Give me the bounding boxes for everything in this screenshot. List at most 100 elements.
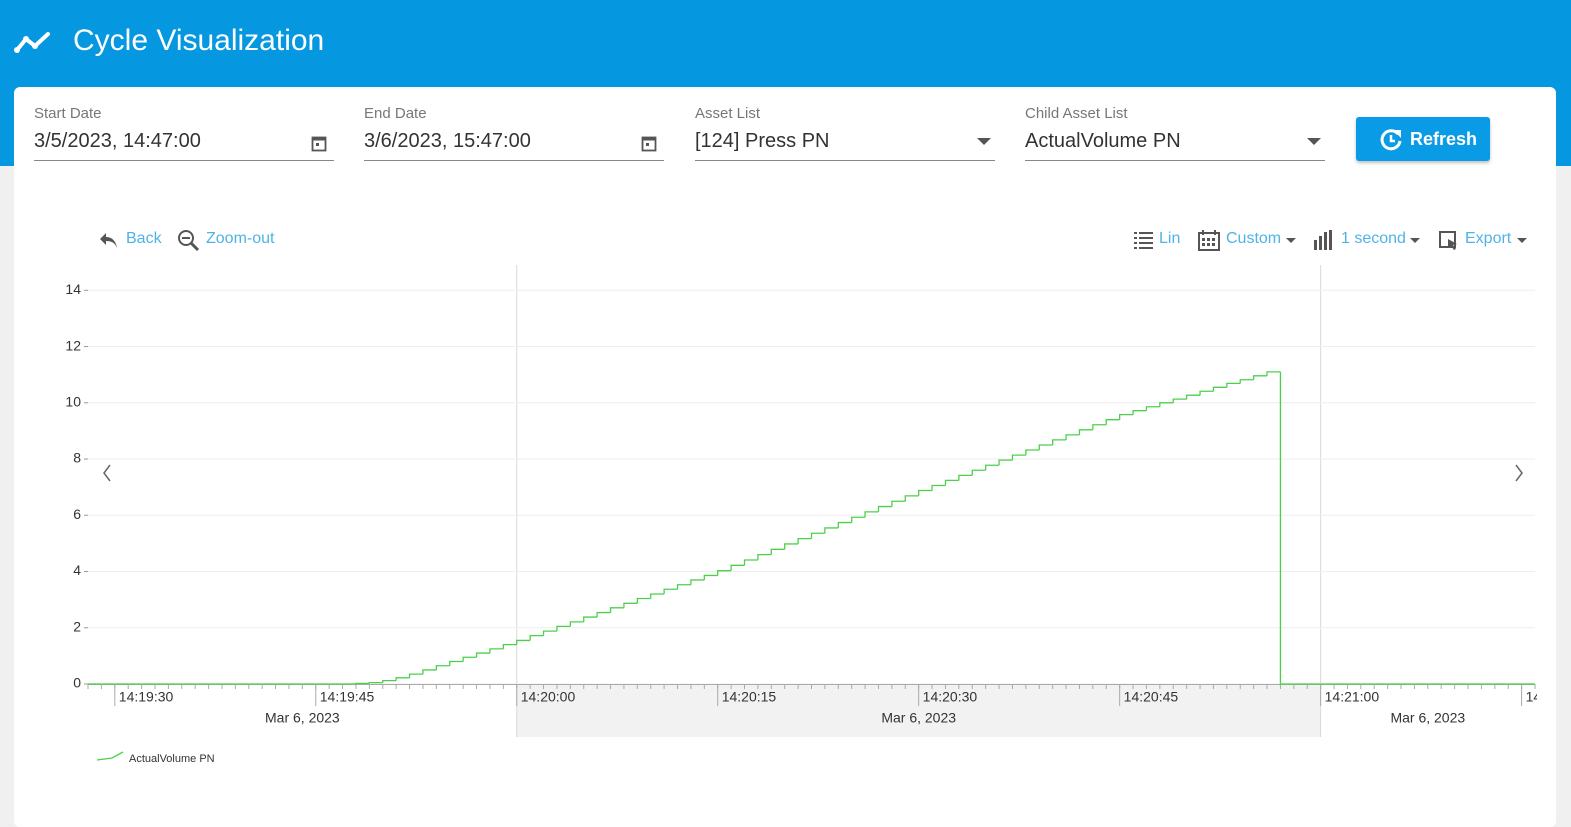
refresh-icon: [1380, 129, 1402, 151]
line-step: [516, 639, 531, 645]
line-step: [1052, 439, 1067, 445]
y-tick-label: 10: [65, 393, 81, 409]
x-tick-label: 14:20:15: [722, 689, 777, 705]
input-underline: [364, 160, 664, 161]
y-tick-label: 8: [73, 450, 81, 466]
line-step: [770, 548, 785, 555]
select-input[interactable]: ActualVolume PN: [1025, 130, 1181, 152]
x-tick-label: 14:20:00: [521, 689, 576, 705]
line-step: [355, 682, 370, 685]
next-arrow[interactable]: [1515, 464, 1523, 482]
line-step: [489, 648, 504, 654]
line-step: [971, 469, 986, 476]
line-step: [877, 505, 892, 512]
interval-icon[interactable]: [1314, 230, 1334, 250]
line-step: [851, 516, 866, 523]
date-input[interactable]: 3/6/2023, 15:47:00: [364, 130, 531, 152]
zoom-out-button[interactable]: Zoom-out: [206, 230, 275, 247]
field-label: Child Asset List: [1025, 105, 1128, 122]
line-step: [797, 537, 812, 544]
line-step: [944, 479, 959, 486]
line-step: [435, 665, 450, 670]
line-step: [891, 500, 906, 507]
line-step: [382, 679, 397, 683]
back-button[interactable]: Back: [126, 230, 162, 247]
field-label: Asset List: [695, 105, 761, 122]
dropdown-caret[interactable]: [1286, 238, 1296, 244]
zoom-out-icon[interactable]: [177, 229, 201, 253]
y-tick-label: 6: [73, 506, 81, 522]
date-label: Mar 6, 2023: [265, 710, 340, 726]
input-underline: [695, 160, 995, 161]
dropdown-caret[interactable]: [977, 138, 991, 146]
prev-arrow[interactable]: [103, 464, 111, 482]
line-step: [1078, 429, 1093, 435]
x-tick-label: 14:20:30: [923, 689, 978, 705]
back-icon[interactable]: [98, 229, 120, 251]
refresh-button[interactable]: Refresh: [1356, 117, 1490, 161]
x-tick-label: 14:20:45: [1124, 689, 1179, 705]
line-step: [904, 495, 919, 502]
line-step: [958, 474, 973, 481]
line-step: [556, 625, 571, 632]
line-step: [502, 643, 517, 649]
line-step: [542, 630, 557, 636]
line-step: [1212, 386, 1227, 392]
line-step: [1105, 419, 1120, 425]
line-step: [1132, 410, 1147, 415]
select-input[interactable]: [124] Press PN: [695, 130, 830, 152]
line-step: [864, 511, 879, 518]
line-step: [1011, 454, 1026, 461]
export-icon[interactable]: [1439, 231, 1459, 251]
line-step: [1065, 434, 1080, 440]
scale-button[interactable]: Lin: [1159, 230, 1181, 247]
line-step: [1172, 398, 1187, 403]
range-dropdown[interactable]: Custom: [1226, 230, 1282, 247]
y-tick-label: 0: [73, 675, 81, 691]
line-step: [1252, 375, 1268, 380]
field-label: End Date: [364, 105, 427, 122]
x-tick-label: 14:19:30: [119, 689, 174, 705]
line-step: [1145, 406, 1160, 411]
scale-icon[interactable]: [1134, 231, 1154, 249]
y-tick-label: 4: [73, 562, 81, 578]
line-step: [1226, 382, 1241, 388]
line-step: [609, 607, 624, 613]
x-tick-label: 14:19:45: [320, 689, 375, 705]
line-step: [1092, 424, 1107, 430]
dropdown-caret[interactable]: [1307, 138, 1321, 146]
interval-dropdown[interactable]: 1 second: [1341, 230, 1406, 247]
chart: Mar 6, 2023 Mar 6, 2023 Mar 6, 2023 0 2 4 6 8 10…: [65, 265, 1571, 765]
calendar-icon[interactable]: [641, 134, 657, 152]
legend-label: ActualVolume PN: [129, 753, 215, 765]
line-step: [569, 621, 584, 627]
y-tick-label: 2: [73, 618, 81, 634]
input-underline: [34, 160, 334, 161]
dropdown-caret[interactable]: [1410, 238, 1420, 244]
line-step: [650, 593, 665, 599]
line-step: [918, 489, 933, 496]
line-step: [596, 611, 611, 618]
date-label: Mar 6, 2023: [881, 710, 956, 726]
range-icon[interactable]: [1198, 230, 1220, 251]
calendar-icon[interactable]: [311, 134, 327, 152]
line-step: [757, 553, 772, 560]
line-step: [1038, 444, 1053, 451]
export-dropdown[interactable]: Export: [1465, 230, 1512, 247]
line-step: [1199, 390, 1214, 396]
dropdown-caret[interactable]: [1517, 238, 1527, 244]
line-step: [985, 464, 1000, 471]
line-step: [1025, 449, 1040, 456]
line-step: [395, 677, 410, 681]
x-tick-label: 14:21:15: [1526, 689, 1571, 705]
line-step: [529, 634, 544, 641]
line-step: [837, 521, 852, 528]
line-step: [743, 559, 758, 566]
date-input[interactable]: 3/5/2023, 14:47:00: [34, 130, 201, 152]
line-step: [676, 584, 691, 590]
line-step: [449, 660, 464, 666]
y-tick-label: 12: [65, 337, 81, 353]
header-icon: [14, 32, 50, 53]
field-label: Start Date: [34, 105, 102, 122]
